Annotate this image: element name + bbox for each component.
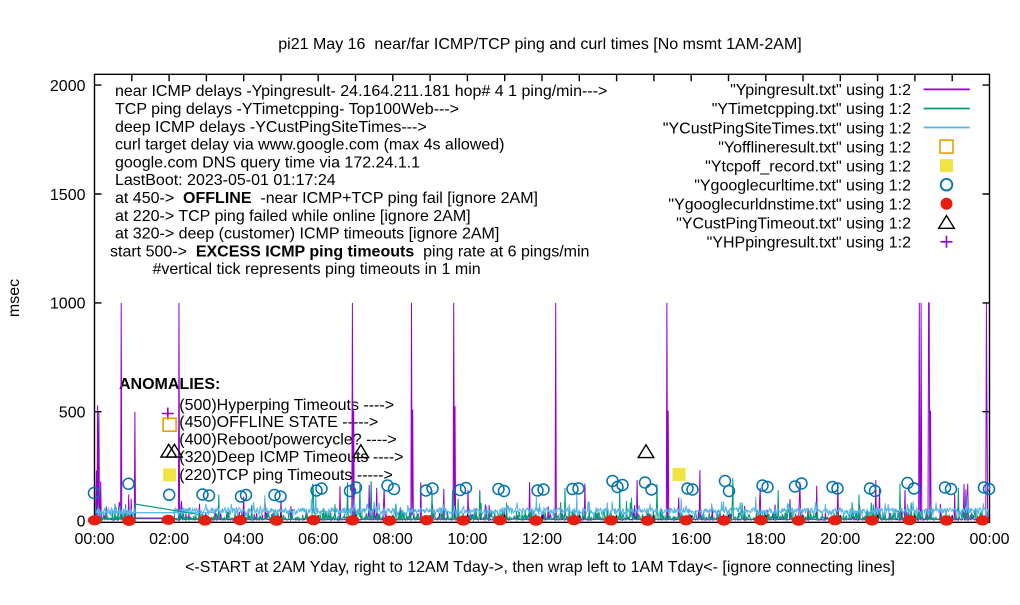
svg-text:1000: 1000 bbox=[50, 296, 86, 313]
svg-text:1500: 1500 bbox=[50, 187, 86, 204]
svg-text:22:00: 22:00 bbox=[895, 531, 935, 548]
svg-text:"Ytcpoff_record.txt" using 1:2: "Ytcpoff_record.txt" using 1:2 bbox=[705, 158, 911, 175]
svg-text:near ICMP delays -Ypingresult-: near ICMP delays -Ypingresult- 24.164.21… bbox=[115, 83, 607, 100]
svg-text:(400)Reboot/powercycle? ---->: (400)Reboot/powercycle? ----> bbox=[179, 432, 396, 449]
svg-text:pi21 May 16 near/far ICMP/TCP: pi21 May 16 near/far ICMP/TCP ping and c… bbox=[278, 36, 801, 53]
svg-text:500: 500 bbox=[59, 405, 86, 422]
svg-text:ANOMALIES:: ANOMALIES: bbox=[119, 376, 220, 393]
svg-text:(220)TCP ping Timeouts ----->: (220)TCP ping Timeouts -----> bbox=[179, 467, 393, 484]
svg-text:00:00: 00:00 bbox=[74, 531, 114, 548]
svg-text:00:00: 00:00 bbox=[969, 531, 1009, 548]
svg-text:12:00: 12:00 bbox=[522, 531, 562, 548]
svg-text:04:00: 04:00 bbox=[224, 531, 264, 548]
svg-text:"Ypingresult.txt" using 1:2: "Ypingresult.txt" using 1:2 bbox=[730, 82, 911, 99]
svg-text:2000: 2000 bbox=[50, 78, 86, 95]
svg-text:0: 0 bbox=[77, 513, 86, 530]
svg-text:google.com DNS query time via: google.com DNS query time via 172.24.1.1 bbox=[115, 154, 420, 171]
svg-text:"YCustPingSiteTimes.txt" using: "YCustPingSiteTimes.txt" using 1:2 bbox=[663, 120, 911, 137]
svg-text:16:00: 16:00 bbox=[671, 531, 711, 548]
svg-text:10:00: 10:00 bbox=[447, 531, 487, 548]
svg-text:start 500-> EXCESS ICMP ping: start 500-> EXCESS ICMP ping timeouts pi… bbox=[110, 243, 589, 260]
svg-text:(500)Hyperping Timeouts ---->: (500)Hyperping Timeouts ----> bbox=[179, 397, 394, 414]
svg-text:msec: msec bbox=[6, 279, 23, 317]
svg-text:"YTimetcpping.txt" using 1:2: "YTimetcpping.txt" using 1:2 bbox=[712, 101, 911, 118]
svg-text:at 320-> deep (customer) ICMP: at 320-> deep (customer) ICMP timeouts [… bbox=[115, 226, 499, 243]
svg-text:"Ygooglecurltime.txt" using 1:: "Ygooglecurltime.txt" using 1:2 bbox=[694, 178, 911, 195]
svg-text:#vertical tick represents ping: #vertical tick represents ping timeouts … bbox=[153, 261, 481, 278]
svg-text:(450)OFFLINE STATE ----->: (450)OFFLINE STATE -----> bbox=[179, 414, 378, 431]
svg-text:08:00: 08:00 bbox=[373, 531, 413, 548]
svg-text:20:00: 20:00 bbox=[820, 531, 860, 548]
svg-text:at 220-> TCP ping failed while: at 220-> TCP ping failed while online [i… bbox=[115, 208, 471, 225]
svg-text:18:00: 18:00 bbox=[746, 531, 786, 548]
svg-text:(320)Deep ICMP Timeouts ---->: (320)Deep ICMP Timeouts ----> bbox=[179, 449, 403, 466]
svg-text:deep ICMP delays -YCustPingSit: deep ICMP delays -YCustPingSiteTimes---> bbox=[115, 119, 427, 136]
svg-text:at 450-> OFFLINE -near ICMP+: at 450-> OFFLINE -near ICMP+TCP ping fai… bbox=[115, 190, 538, 207]
svg-text:LastBoot: 2023-05-01 01:17:24: LastBoot: 2023-05-01 01:17:24 bbox=[115, 172, 336, 189]
svg-text:"Ygooglecurldnstime.txt" using: "Ygooglecurldnstime.txt" using 1:2 bbox=[668, 197, 911, 214]
svg-text:14:00: 14:00 bbox=[597, 531, 637, 548]
svg-text:"Yofflineresult.txt" using 1:2: "Yofflineresult.txt" using 1:2 bbox=[718, 139, 911, 156]
svg-text:TCP ping delays -YTimetcpping-: TCP ping delays -YTimetcpping- Top100Web… bbox=[115, 101, 459, 118]
svg-text:"YCustPingTimeout.txt" using 1: "YCustPingTimeout.txt" using 1:2 bbox=[676, 216, 911, 233]
svg-text:06:00: 06:00 bbox=[298, 531, 338, 548]
svg-text:<-START at 2AM Yday, right to: <-START at 2AM Yday, right to 12AM Tday-… bbox=[185, 559, 895, 576]
svg-text:curl target delay via www.goog: curl target delay via www.google.com (ma… bbox=[115, 137, 505, 154]
svg-text:02:00: 02:00 bbox=[149, 531, 189, 548]
svg-text:"YHPpingresult.txt" using 1:2: "YHPpingresult.txt" using 1:2 bbox=[707, 235, 911, 252]
